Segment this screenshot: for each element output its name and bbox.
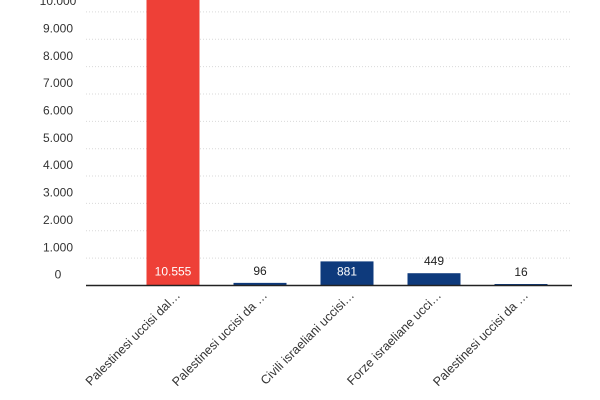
x-tick-label: Palestinesi uccisi dal…	[83, 288, 183, 388]
data-label: 10.555	[155, 265, 192, 279]
y-tick-label: 10.000	[40, 0, 77, 8]
data-label: 881	[337, 265, 357, 279]
bar	[407, 273, 461, 286]
y-tick-label: 6.000	[43, 104, 73, 118]
bar	[233, 282, 287, 286]
x-tick-label: Forze israeliane ucci…	[344, 288, 444, 388]
bar	[146, 0, 200, 286]
y-tick-label: 3.000	[43, 186, 73, 200]
bar	[320, 261, 374, 286]
data-label: 16	[514, 265, 528, 279]
data-label: 96	[253, 264, 267, 278]
y-tick-label: 8.000	[43, 49, 73, 63]
data-labels: 10.555 96 881 449 16	[155, 254, 528, 279]
y-tick-label: 0	[55, 268, 62, 282]
y-tick-label: 9.000	[43, 21, 73, 35]
x-tick-label: Civili israeliani uccisi…	[258, 288, 357, 387]
y-tick-label: 7.000	[43, 76, 73, 90]
y-axis-ticks: 0 1.000 2.000 3.000 4.000 5.000 6.000 7.000 8.00…	[40, 0, 77, 282]
bars	[146, 0, 548, 286]
data-label: 449	[424, 254, 444, 268]
y-tick-label: 1.000	[43, 240, 73, 254]
x-tick-label: Palestinesi uccisi da …	[169, 288, 270, 389]
x-tick-label: Palestinesi uccisi da …	[430, 288, 531, 389]
y-tick-label: 2.000	[43, 213, 73, 227]
y-tick-label: 4.000	[43, 158, 73, 172]
x-axis-ticks: Palestinesi uccisi dal…Palestinesi uccis…	[83, 288, 531, 389]
y-tick-label: 5.000	[43, 131, 73, 145]
